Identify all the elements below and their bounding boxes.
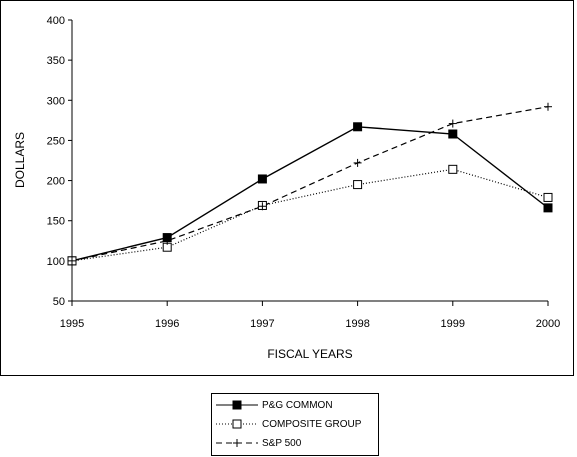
data-point-s-p-500 [544,102,552,111]
legend-swatch-composite-group [216,419,258,429]
y-axis-ticks: 50 100 150 200 250 300 350 400 [47,15,72,308]
legend: P&G COMMON COMPOSITE GROUP S&P 500 [211,393,379,456]
data-point-p-g-common [448,129,458,139]
data-point-composite-group [448,164,458,174]
legend-label-sp500: S&P 500 [262,438,302,449]
x-tick-label: 1996 [155,318,179,330]
series-line-p-g-common [71,126,549,262]
data-point-p-g-common [257,174,267,184]
legend-label-pg-common: P&G COMMON [262,400,333,411]
y-axis-title: DOLLARS [13,132,27,188]
data-point-s-p-500 [68,256,76,265]
legend-swatch-pg-common [216,400,258,410]
series-line-s-p-500 [71,106,549,262]
x-tick-label: 2000 [536,318,560,330]
x-axis-ticks: 1995 1996 1997 1998 1999 2000 [60,301,560,330]
chart-frame [0,0,574,376]
series-line-composite-group [71,168,549,262]
x-tick-label: 1999 [441,318,465,330]
y-tick-label: 300 [47,95,65,107]
y-tick-label: 350 [47,55,65,67]
series-layer [67,102,553,266]
data-point-s-p-500 [353,158,362,167]
line-chart: 50 100 150 200 250 300 350 400 1995 1996 1997 1998… [13,15,560,361]
y-tick-label: 50 [53,296,65,308]
data-point-p-g-common [353,122,363,132]
y-tick-label: 400 [47,15,65,27]
y-tick-label: 250 [47,135,65,147]
legend-label-composite-group: COMPOSITE GROUP [262,419,362,430]
x-axis-title: FISCAL YEARS [267,347,352,361]
legend-item-pg-common: P&G COMMON [212,398,378,416]
data-point-p-g-common [543,203,553,213]
data-point-composite-group [543,192,553,202]
x-tick-label: 1995 [60,318,84,330]
y-tick-label: 150 [47,216,65,228]
data-point-composite-group [353,180,363,190]
data-point-s-p-500 [163,236,172,245]
legend-item-composite-group: COMPOSITE GROUP [212,417,378,435]
x-tick-label: 1997 [250,318,274,330]
y-tick-label: 200 [47,176,65,188]
data-point-s-p-500 [448,119,457,128]
x-tick-label: 1998 [345,318,369,330]
data-point-s-p-500 [258,202,267,211]
y-tick-label: 100 [47,256,65,268]
legend-item-sp500: S&P 500 [212,436,378,454]
legend-swatch-sp500 [216,439,258,447]
